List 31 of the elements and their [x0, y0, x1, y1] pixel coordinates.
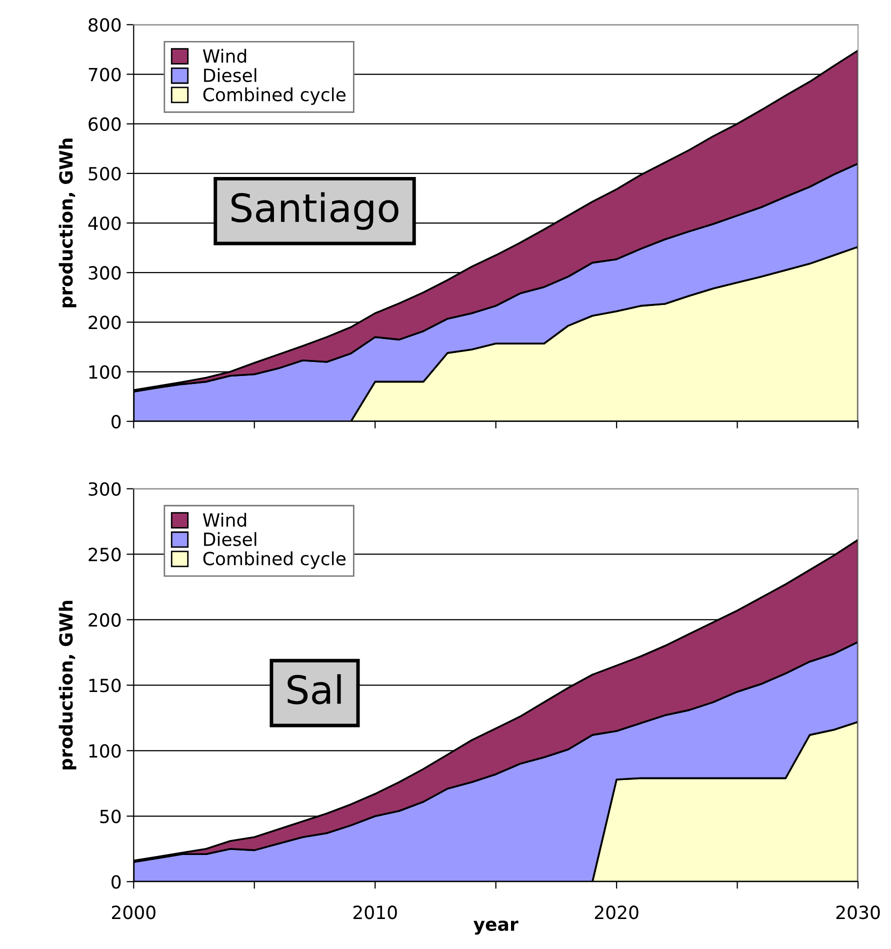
x-tick-label: 2010 — [353, 906, 397, 920]
annotation: Santiago — [232, 192, 398, 230]
legend-label: Wind — [202, 512, 246, 527]
x-tick-label: 2000 — [112, 906, 156, 920]
y-tick-label: 0 — [112, 875, 121, 889]
y-tick-label: 250 — [88, 548, 121, 562]
y-tick-label: 300 — [88, 266, 121, 280]
y-tick-label: 150 — [89, 678, 121, 692]
legend-label: Diesel — [204, 68, 256, 82]
y-tick-label: 600 — [88, 117, 121, 131]
x-axis-title: year — [474, 920, 518, 935]
legend-label: Combined cycle — [203, 551, 346, 569]
y-tick-label: 700 — [88, 68, 121, 82]
y-tick-label: 100 — [89, 365, 121, 379]
legend-label: Diesel — [204, 532, 256, 546]
y-tick-label: 200 — [88, 316, 121, 330]
y-tick-label: 300 — [88, 482, 121, 496]
x-tick-label: 2020 — [594, 906, 638, 920]
y-tick-label: 400 — [88, 216, 121, 230]
x-tick-label: 2030 — [836, 906, 880, 920]
y-tick-label: 100 — [89, 744, 121, 758]
y-tick-label: 500 — [88, 166, 121, 181]
legend-label: Wind — [202, 48, 246, 63]
y-tick-label: 50 — [100, 810, 121, 824]
y-tick-label: 0 — [112, 414, 121, 428]
y-tick-label: 800 — [88, 18, 121, 32]
annotation: Sal — [288, 674, 341, 704]
legend-label: Combined cycle — [203, 87, 346, 105]
y-axis-title: production, GWh — [58, 138, 76, 308]
y-axis-title: production, GWh — [58, 600, 76, 770]
y-tick-label: 200 — [88, 613, 121, 627]
